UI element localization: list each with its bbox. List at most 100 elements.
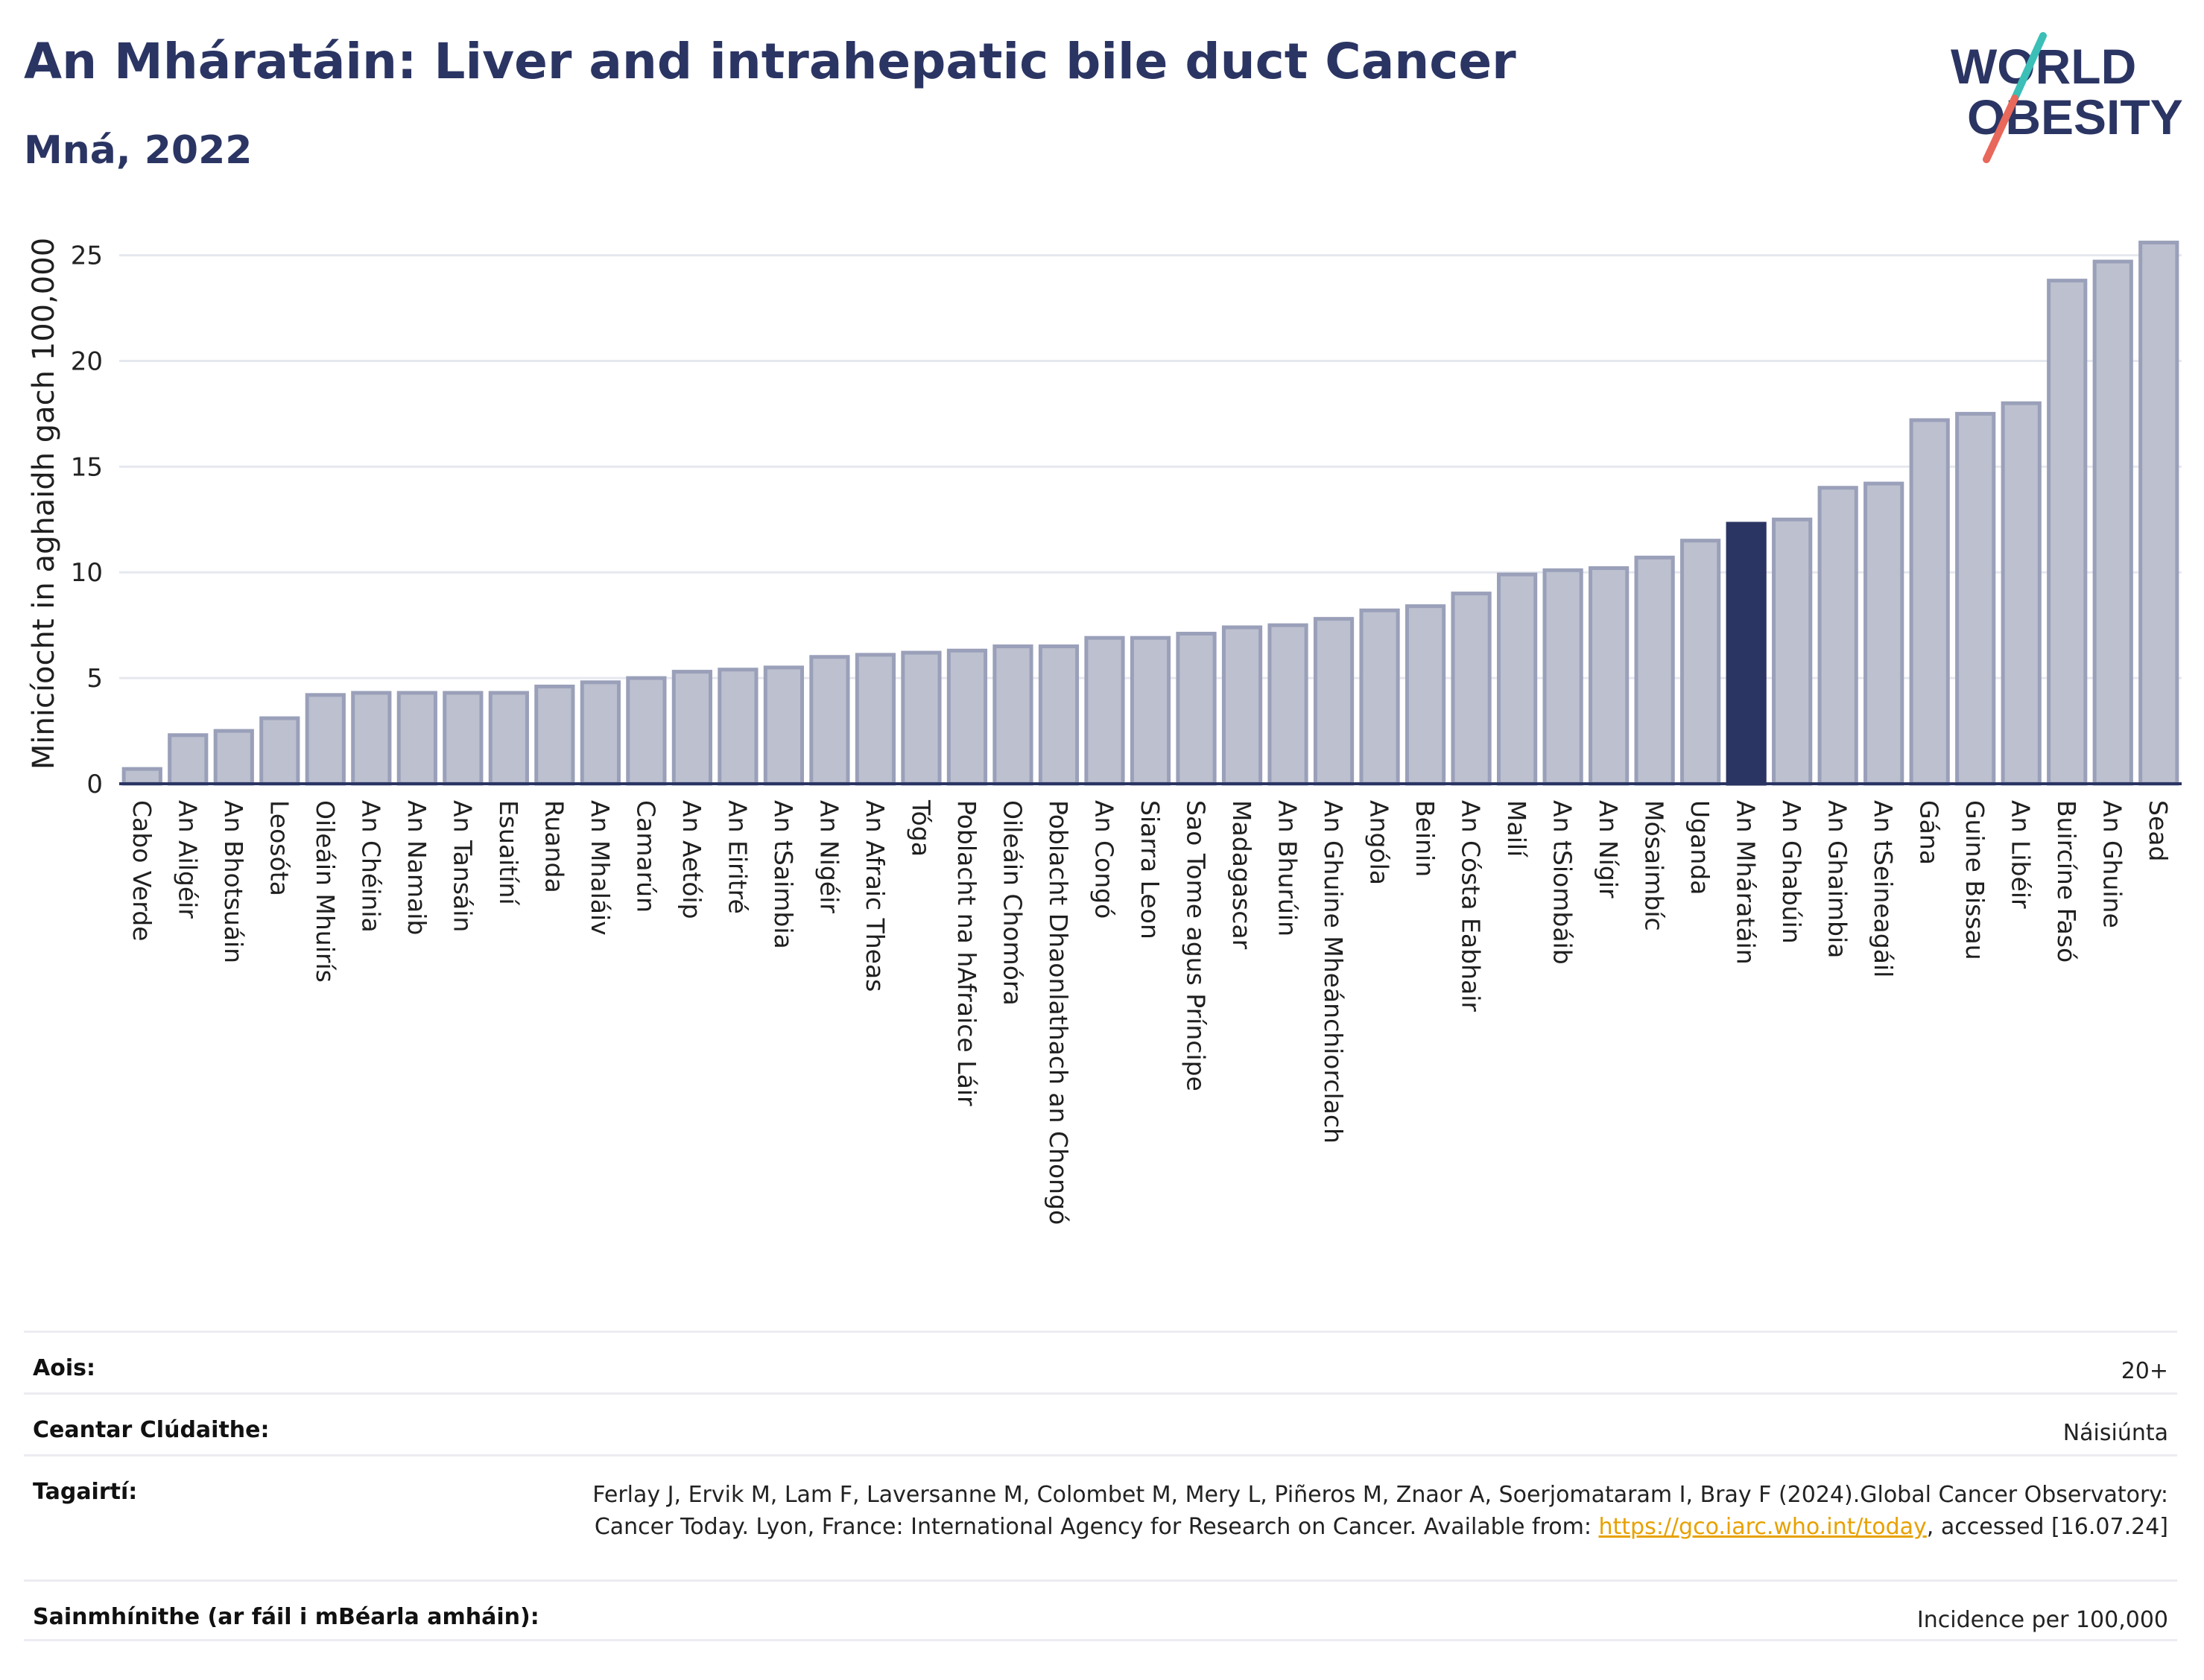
bar — [946, 648, 988, 786]
x-tick-label: Ruanda — [539, 800, 569, 893]
x-tick-label: An Ghuine Mheánchiorclach — [1319, 800, 1348, 1144]
bar — [2092, 259, 2133, 786]
x-tick-label: Buircíne Fasó — [2052, 800, 2081, 963]
y-tick-label: 15 — [71, 452, 103, 482]
bar — [168, 733, 209, 786]
x-tick-label: Mailí — [1502, 800, 1531, 858]
bar — [121, 767, 162, 786]
bar — [1955, 411, 1996, 786]
x-tick-label: Siarra Leon — [1136, 800, 1165, 939]
x-tick-label: An Afraic Theas — [861, 800, 890, 992]
bar — [488, 691, 529, 786]
info-value-age: 20+ — [2121, 1358, 2168, 1384]
x-tick-label: An Bhotsuáin — [219, 800, 248, 963]
x-tick-label: An Namaib — [402, 800, 431, 935]
bar — [580, 680, 621, 786]
y-tick-label: 5 — [86, 664, 103, 694]
bar — [1589, 566, 1630, 786]
info-label-definitions: Sainmhínithe (ar fáil i mBéarla amháin): — [33, 1604, 539, 1630]
x-tick-label: Sao Tome agus Príncipe — [1182, 800, 1211, 1091]
bar — [1130, 635, 1171, 786]
x-tick-label: An Congó — [1089, 800, 1118, 919]
bar — [1772, 517, 1813, 786]
x-tick-label: Poblacht Dhaonlathach an Chongó — [1044, 800, 1073, 1225]
info-value-coverage: Náisiúnta — [2062, 1420, 2168, 1446]
bar — [1680, 539, 1721, 786]
info-label-references: Tagairtí: — [33, 1479, 138, 1505]
x-tick-label: Sead — [2144, 800, 2173, 861]
y-tick-label: 20 — [71, 346, 103, 376]
info-label-age: Aois: — [33, 1355, 95, 1381]
x-tick-label: Poblacht na hAfraice Láir — [952, 800, 981, 1106]
bar — [1863, 481, 1904, 786]
x-tick-label: An Cósta Eabhair — [1457, 800, 1486, 1012]
chart-title: An Mháratáin: Liver and intrahepatic bil… — [24, 33, 1516, 90]
x-tick-label: An Libéir — [2007, 800, 2036, 909]
bar — [351, 691, 392, 786]
world-obesity-logo: WORLD OBESITY — [1951, 32, 2183, 163]
bar — [1909, 418, 1950, 786]
bar — [1084, 635, 1125, 786]
x-tick-label: An Eiritré — [723, 800, 752, 914]
bar — [2138, 241, 2179, 786]
x-tick-label: Cabo Verde — [127, 800, 156, 941]
bar-chart: 0 5 10 15 20 25 Minicíocht in aghaidh gach 100… — [27, 238, 2182, 1225]
bar — [718, 668, 759, 786]
logo-slash-teal — [2011, 32, 2047, 102]
bar — [992, 644, 1033, 786]
bar — [1451, 592, 1492, 786]
info-row-coverage: Ceantar Clúdaithe: Náisiúnta — [24, 1392, 2177, 1454]
bar — [443, 691, 484, 786]
bar — [763, 665, 805, 786]
bar — [1405, 604, 1446, 786]
logo-text-world: WORLD — [1951, 39, 2136, 94]
bar — [1496, 572, 1538, 786]
bar — [855, 653, 896, 786]
x-tick-label: An Chéinia — [356, 800, 385, 933]
bar — [1038, 644, 1080, 786]
x-tick-label: An Ghaimbia — [1823, 800, 1852, 958]
x-tick-label: An Ghabúin — [1777, 800, 1806, 944]
bar — [534, 684, 575, 786]
reference-link[interactable]: https://gco.iarc.who.int/today — [1598, 1514, 1927, 1540]
bar — [1176, 632, 1217, 786]
x-tick-label: An Tansáin — [448, 800, 477, 932]
bar — [1726, 522, 1767, 786]
x-tick-label: Angóla — [1365, 800, 1394, 885]
bar — [1634, 555, 1675, 786]
y-tick-label: 0 — [86, 770, 103, 799]
y-tick-label: 10 — [71, 558, 103, 588]
x-tick-label: Esuaitíní — [494, 800, 523, 906]
info-row-definitions: Sainmhínithe (ar fáil i mBéarla amháin):… — [24, 1579, 2177, 1641]
x-tick-label: Oileáin Chomóra — [998, 800, 1027, 1006]
bar — [1313, 617, 1355, 786]
x-tick-label: Madagascar — [1227, 800, 1256, 950]
x-tick-label: An tSiombáib — [1548, 800, 1577, 965]
x-tick-label: An Nigéir — [814, 800, 843, 913]
x-tick-label: An Nígir — [1594, 800, 1623, 898]
reference-accessed: , accessed [16.07.24] — [1926, 1514, 2168, 1540]
x-tick-label: Leosóta — [265, 800, 294, 896]
x-tick-label: Gána — [1915, 800, 1944, 865]
x-tick-label: Camarún — [631, 800, 660, 913]
bar — [626, 676, 667, 786]
x-tick-label: Guine Bissau — [1960, 800, 1989, 960]
x-tick-label: An Ailgéir — [173, 800, 202, 919]
info-value-definitions: Incidence per 100,000 — [1916, 1607, 2168, 1633]
bar — [396, 691, 437, 786]
info-table: Aois: 20+ Ceantar Clúdaithe: Náisiúnta T… — [24, 1331, 2177, 1641]
bar — [2001, 401, 2042, 786]
bar — [1359, 608, 1400, 786]
x-tick-label: Tóga — [906, 799, 935, 857]
x-tick-label: Beinin — [1410, 800, 1440, 877]
x-tick-label: Uganda — [1685, 800, 1714, 895]
x-tick-label: An tSaimbia — [769, 800, 798, 949]
chart-subtitle: Mná, 2022 — [24, 128, 253, 173]
bar — [1267, 623, 1308, 786]
x-tick-label: An Mhaláiv — [586, 800, 615, 936]
y-axis-label: Minicíocht in aghaidh gach 100,000 — [27, 238, 61, 770]
bar — [259, 716, 300, 786]
logo-slash-coral — [1983, 95, 2018, 163]
x-tick-label: Oileáin Mhuirís — [311, 800, 340, 983]
x-tick-label: An tSeineagáil — [1869, 800, 1898, 977]
